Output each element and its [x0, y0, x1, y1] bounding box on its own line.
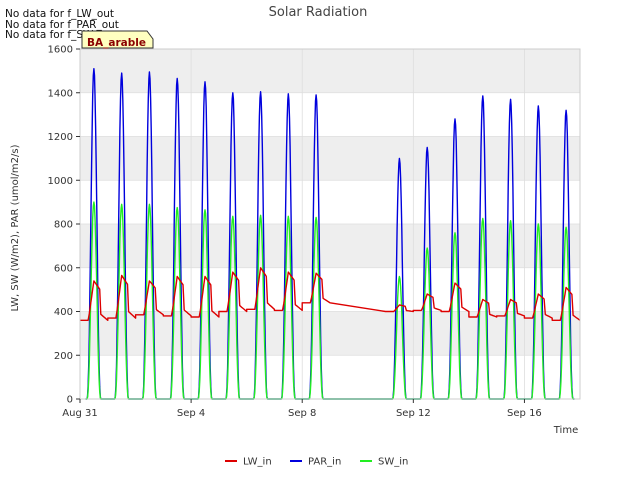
y-tick-label: 0 — [67, 395, 73, 406]
axis-ticks: 0 200 400 600 800 1000 1200 1400 1600 Aug 31 Sep 4… — [48, 45, 542, 420]
site-badge-box — [81, 30, 154, 49]
y-tick-label: 1200 — [48, 132, 73, 143]
plot-background-bands — [80, 49, 580, 356]
no-data-note-par-out: No data for f_PAR_out — [5, 19, 119, 31]
x-tick-label: Sep 8 — [288, 408, 316, 419]
plot-band — [80, 224, 580, 268]
chart-title: Solar Radiation — [269, 5, 368, 20]
no-data-note-lw-out: No data for f_LW_out — [5, 8, 115, 20]
y-axis-label: LW, SW (W/m2), PAR (umol/m2/s) — [10, 144, 21, 311]
series-line-lw-in — [80, 267, 581, 321]
x-tick-label: Sep 4 — [177, 408, 205, 419]
y-tick-label: 1400 — [48, 88, 73, 99]
y-tick-label: 200 — [54, 351, 73, 362]
plot-band — [80, 136, 580, 181]
plot-band — [80, 311, 580, 356]
y-tick-label: 1600 — [48, 45, 73, 56]
legend-label-par-in: PAR_in — [308, 457, 341, 468]
x-tick-label: Aug 31 — [62, 408, 97, 419]
site-badge-label: BA_arable — [87, 37, 146, 49]
x-tick-label: Sep 16 — [507, 408, 542, 419]
plot-band — [80, 49, 580, 93]
legend-label-lw-in: LW_in — [243, 457, 272, 468]
y-tick-label: 400 — [54, 307, 73, 318]
site-badge: BA_arable — [81, 30, 154, 49]
x-axis-label: Time — [553, 425, 578, 436]
legend-label-sw-in: SW_in — [378, 457, 408, 468]
y-tick-label: 1000 — [48, 176, 73, 187]
y-tick-label: 600 — [54, 263, 73, 274]
y-tick-label: 800 — [54, 220, 73, 231]
x-tick-label: Sep 12 — [396, 408, 431, 419]
legend: LW_in PAR_in SW_in — [225, 457, 408, 468]
